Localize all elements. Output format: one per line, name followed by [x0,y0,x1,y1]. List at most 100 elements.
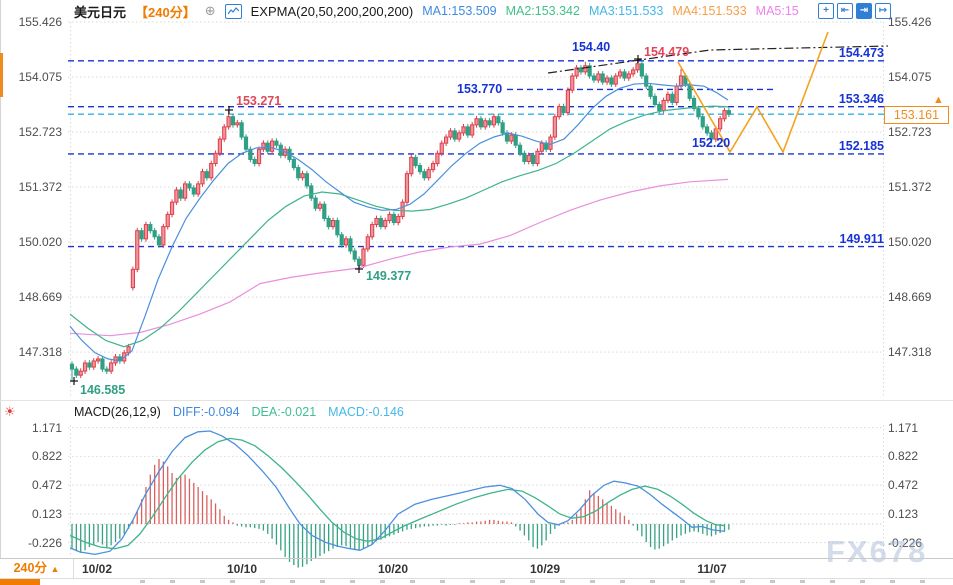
y-axis-tick-right: 155.426 [888,15,932,29]
x-axis-date: 10/29 [529,562,561,576]
macd-tick-right: 0.472 [888,478,919,493]
x-axis-date: 10/10 [226,562,258,576]
y-axis-tick-left: 154.075 [18,69,62,84]
y-axis-tick-right: 154.075 [888,69,932,84]
macd-macd-value: MACD:-0.146 [328,405,404,419]
macd-tick-right: 1.171 [888,420,919,435]
panel-separator [0,400,953,401]
macd-tick-left: 0.123 [31,506,62,521]
scrollbar-tick[interactable] [530,580,535,583]
price-annotation: 153.770 [457,82,503,96]
macd-header: MACD(26,12,9) DIFF:-0.094 DEA:-0.021 MAC… [74,405,404,419]
macd-tick-right: 0.123 [888,506,919,521]
macd-tick-left: 1.171 [31,420,62,435]
left-edge-accent [0,53,3,97]
scrollbar-tick[interactable] [320,580,325,583]
sr-level-label: 152.185 [838,138,884,153]
price-annotation: 153.271 [236,94,282,108]
pan-icon[interactable]: + [818,3,834,19]
footer-separator [0,558,953,559]
link-icon[interactable]: ⊕ [204,3,216,18]
scrollbar-tick[interactable] [140,580,145,583]
sr-level-label: 154.473 [838,45,884,60]
y-axis-tick-right: 152.723 [888,125,932,140]
price-annotation: 154.479 [644,45,690,59]
scrollbar-tick[interactable] [830,580,835,583]
price-annotation: 146.585 [80,383,126,397]
scrollbar-tick[interactable] [500,580,505,583]
y-axis-tick-left: 150.020 [18,235,62,250]
macd-dea-value: DEA:-0.021 [251,405,317,419]
y-axis-tick-left: 155.426 [18,15,62,29]
macd-title: MACD(26,12,9) [74,405,161,419]
scrollbar-tick[interactable] [800,580,805,583]
symbol-title: 美元日元 [74,4,127,20]
ma2-value: MA2:153.342 [505,4,580,18]
x-axis-date: 10/20 [377,562,409,576]
x-axis-date: 11/07 [697,562,727,576]
scrollbar-tick[interactable] [260,580,265,583]
ma5-value: MA5:15 [755,4,799,18]
scrollbar-tick[interactable] [680,580,685,583]
chart-type-icon[interactable] [224,3,242,19]
ma4-value: MA4:151.533 [672,4,747,18]
scrollbar-tick[interactable] [650,580,655,583]
scrollbar-tick[interactable] [170,580,175,583]
period-arrow-icon: ▲ [50,564,60,574]
scrollbar-tick[interactable] [200,580,205,583]
shift-right-icon[interactable]: ↦ [875,3,891,19]
scrollbar-tick[interactable] [440,580,445,583]
scrollbar-tick[interactable] [230,580,235,583]
scrollbar-tick[interactable] [410,580,415,583]
scrollbar-tick[interactable] [290,580,295,583]
scrollbar-separator [0,578,953,579]
y-axis-tick-right: 150.020 [888,235,932,250]
scale-x-icon[interactable]: ⇤ [837,3,853,19]
scrollbar-tick[interactable] [770,580,775,583]
scrollbar-tick[interactable] [560,580,565,583]
price-annotation: 152.20 [692,136,731,150]
indicator-settings-icon[interactable]: ☀ [4,404,16,419]
watermark: FX678 [826,534,928,569]
scrollbar-tick[interactable] [590,580,595,583]
price-up-arrow: ▲ [933,94,944,106]
chart-toolbar: + ⇤ ⇥ ↦ [818,3,891,19]
scrollbar-tick[interactable] [380,580,385,583]
macd-tick-left: 0.472 [31,478,62,493]
y-axis-tick-left: 152.723 [18,125,62,140]
sr-level-label: 153.346 [838,91,884,106]
scrollbar-thumb[interactable] [0,579,40,585]
price-annotation: 149.377 [366,269,412,283]
scrollbar-tick[interactable] [620,580,625,583]
scrollbar-tick[interactable] [920,580,925,583]
window-left-border [0,0,1,585]
macd-tick-left: -0.226 [27,535,62,550]
y-axis-tick-left: 151.372 [18,180,62,195]
indicator-label: EXPMA(20,50,200,200,200) [250,3,414,19]
y-axis-tick-left: 148.669 [18,290,62,305]
scrollbar-tick[interactable] [860,580,865,583]
scale-y-icon[interactable]: ⇥ [856,3,872,19]
scrollbar-tick[interactable] [890,580,895,583]
ma1-value: MA1:153.509 [422,4,497,18]
current-price-tag: 153.161 [884,106,949,124]
timeframe-label: 【240分】 [135,4,196,20]
y-axis-tick-right: 148.669 [888,290,932,305]
scrollbar-tick[interactable] [470,580,475,583]
macd-tick-right: -0.226 [888,535,923,550]
macd-tick-right: 0.822 [888,449,919,464]
y-axis-tick-right: 151.372 [888,180,932,195]
x-axis-date: 10/02 [81,562,113,576]
macd-diff-value: DIFF:-0.094 [172,405,240,419]
ma3-value: MA3:151.533 [588,4,664,18]
y-axis-tick-left: 147.318 [18,345,62,360]
scrollbar-tick[interactable] [710,580,715,583]
chart-header: 美元日元 【240分】 ⊕ EXPMA(20,50,200,200,200) M… [74,2,799,20]
period-selector[interactable]: 240分 ▲ [0,559,74,578]
y-axis-tick-right: 147.318 [888,345,932,360]
sr-level-label: 149.911 [839,231,885,246]
scrollbar-tick[interactable] [740,580,745,583]
scrollbar-tick[interactable] [350,580,355,583]
